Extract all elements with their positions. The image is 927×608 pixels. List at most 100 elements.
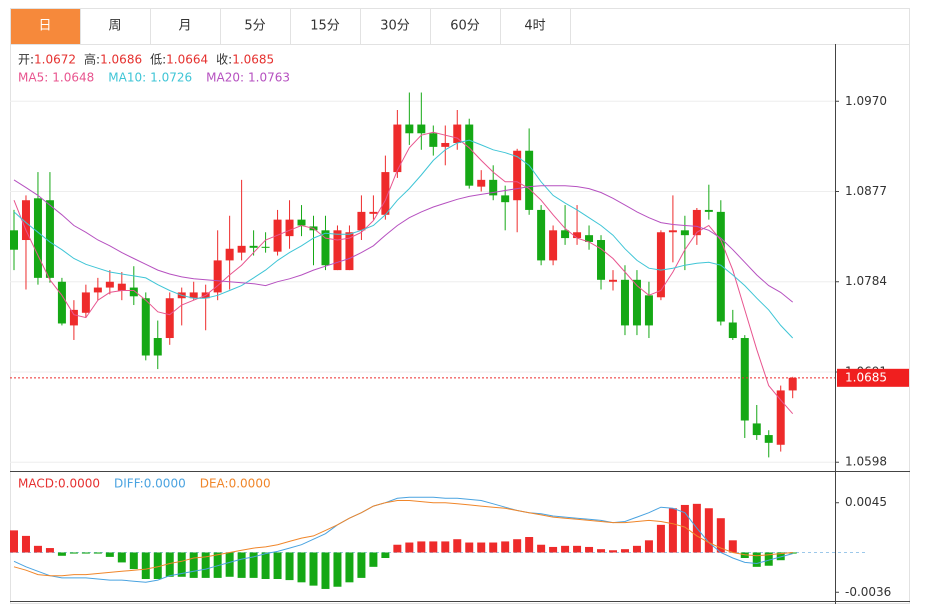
candle-body (680, 230, 689, 236)
macd-line (13, 500, 793, 577)
legend-name: MA5: (18, 71, 48, 85)
legend-name: MACD: (18, 477, 58, 491)
macd-bar (357, 552, 366, 578)
macd-bar (45, 548, 54, 553)
macd-bar (513, 539, 522, 553)
y-tick-label: 0.0045 (845, 495, 887, 509)
macd-bar (764, 552, 773, 566)
info-label: 开: (18, 53, 34, 67)
legend-value: 1.0726 (150, 71, 192, 85)
tab-label[interactable]: 60分 (450, 19, 480, 34)
macd-bar (309, 552, 318, 586)
legend-value: 0.0000 (229, 477, 271, 491)
macd-bar (609, 550, 617, 553)
macd-bar (237, 552, 246, 578)
macd-bar (752, 552, 761, 567)
candle-body (620, 279, 629, 326)
macd-bar (776, 552, 785, 561)
candle-body (525, 150, 534, 210)
macd-bar (429, 541, 438, 553)
last-price-box (837, 368, 909, 387)
candle-body (189, 292, 198, 299)
candle-body (321, 230, 330, 266)
macd-bar (117, 552, 126, 563)
macd-bar (597, 549, 606, 553)
candle-body (129, 287, 138, 297)
macd-bar (620, 549, 629, 553)
tab-label[interactable]: 周 (108, 19, 121, 34)
tab-label[interactable]: 5分 (244, 19, 265, 34)
ma-line (13, 139, 794, 339)
candle-body (105, 281, 114, 288)
candle-body (644, 295, 653, 326)
candle-body (776, 390, 785, 445)
macd-bar (656, 524, 665, 553)
info-label: 高: (84, 52, 100, 67)
tab-label[interactable]: 30分 (380, 19, 410, 34)
macd-bar (549, 546, 558, 553)
y-tick-label: -0.0036 (845, 585, 891, 599)
candle-body (213, 260, 222, 293)
macd-bar (93, 552, 102, 554)
candle-body (417, 124, 426, 134)
tab-label[interactable]: 15分 (310, 19, 340, 34)
candle-body (153, 338, 162, 356)
info-value: 1.0686 (100, 53, 142, 67)
tab-label[interactable]: 4时 (524, 19, 545, 34)
candle-body (585, 235, 594, 242)
tab[interactable] (10, 8, 81, 45)
candle-body (57, 281, 66, 324)
macd-bar (644, 540, 653, 553)
tab-label[interactable]: 日 (38, 19, 51, 34)
candle-body (668, 230, 677, 233)
candle-body (728, 322, 737, 339)
tab[interactable] (80, 8, 151, 45)
macd-bar (728, 540, 737, 553)
y-tick-label: 1.0598 (845, 455, 887, 469)
candle-body (597, 240, 606, 280)
tab[interactable] (500, 8, 571, 45)
macd-bar (489, 542, 498, 553)
tab-label[interactable]: 月 (178, 19, 191, 34)
macd-bar (441, 541, 450, 553)
macd-bar (21, 535, 30, 553)
candle-body (788, 377, 797, 391)
macd-bar (10, 530, 18, 553)
candle-body (609, 279, 617, 282)
macd-bar (381, 552, 390, 558)
macd-bar (297, 552, 306, 583)
candle-body (501, 195, 510, 203)
candle-body (393, 124, 402, 173)
candle-body (141, 298, 150, 356)
tab[interactable] (220, 8, 291, 45)
candle-body (81, 292, 90, 313)
y-tick-label: 1.0970 (845, 94, 887, 108)
candle-body (716, 211, 725, 322)
candle-body (237, 245, 246, 253)
macd-bar (57, 552, 66, 556)
tab[interactable] (430, 8, 501, 45)
tab[interactable] (150, 8, 221, 45)
legend-value: 0.0000 (58, 477, 100, 491)
candle-body (656, 232, 665, 298)
candle-body (117, 283, 126, 291)
candle-body (21, 200, 30, 241)
macd-bar (561, 545, 570, 553)
candle-body (369, 211, 378, 214)
macd-line (13, 496, 793, 583)
candle-body (333, 230, 342, 271)
macd-bar (477, 542, 486, 553)
ma-line (13, 131, 794, 415)
macd-bar (153, 552, 162, 579)
candle-body (69, 309, 78, 326)
legend-name: DEA: (200, 477, 229, 491)
candle-body (165, 298, 174, 339)
macd-bar (585, 546, 594, 553)
candle-body (225, 248, 234, 261)
tab[interactable] (360, 8, 431, 45)
macd-bar (716, 518, 725, 553)
macd-bar (189, 552, 198, 578)
candle-body (692, 209, 701, 236)
candle-body (549, 230, 558, 261)
